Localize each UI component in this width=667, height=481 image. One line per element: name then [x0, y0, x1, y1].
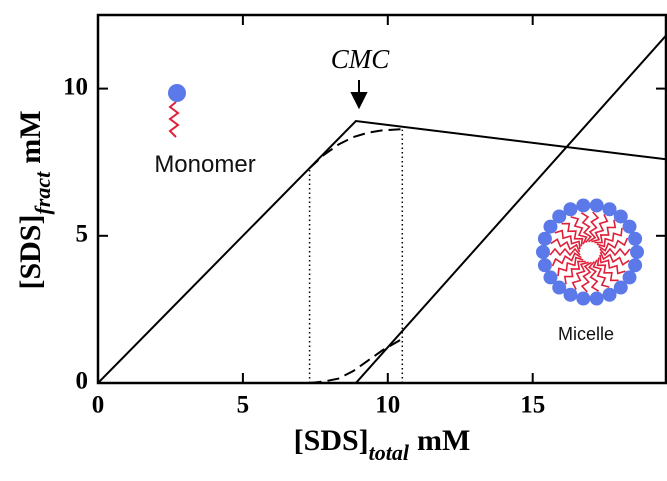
x-tick-label: 15 — [520, 392, 545, 419]
micelle-tail — [599, 247, 631, 257]
micelle-head — [552, 209, 567, 224]
micelle-tail — [570, 216, 588, 245]
micelle-head — [543, 270, 558, 285]
micelle-tail — [561, 222, 584, 247]
label-main: [SDS] — [294, 424, 369, 457]
micelle-tail — [550, 238, 581, 253]
x-axis-label: [SDS]total mM — [294, 424, 471, 465]
micelle-head — [536, 245, 550, 259]
label-unit: mM — [417, 424, 470, 457]
micelle-tail — [596, 257, 619, 282]
micelle-icon — [536, 198, 644, 306]
x-tick-label: 0 — [92, 392, 105, 419]
micelle-head — [630, 245, 644, 259]
y-tick-label: 5 — [76, 221, 89, 248]
annotation: CMC — [331, 44, 391, 74]
micelle-tail — [588, 211, 600, 243]
micelle-tail — [551, 252, 582, 267]
micelle-tail — [554, 229, 581, 250]
micelle-tail — [599, 251, 630, 266]
y-tick-label: 10 — [63, 73, 88, 100]
micelle-head — [552, 280, 567, 295]
x-tick-label: 10 — [375, 392, 400, 419]
line — [309, 337, 403, 384]
micelle-tail — [557, 256, 584, 277]
micelle-head — [589, 198, 604, 213]
micelle-head — [602, 287, 617, 302]
micelle-head — [628, 231, 643, 246]
micelle-tail — [571, 261, 589, 290]
micelle-head — [563, 287, 578, 302]
cmc-arrow — [350, 80, 368, 110]
monomer-head — [168, 84, 186, 102]
micelle-head — [537, 231, 552, 246]
x-tick-label: 5 — [237, 392, 250, 419]
micelle-head — [563, 202, 578, 217]
monomer-tail — [168, 101, 180, 138]
line — [97, 119, 667, 384]
plot-frame — [96, 13, 667, 385]
label-sub: total — [369, 440, 410, 465]
micelle-head — [613, 209, 628, 224]
micelle-tail — [587, 260, 600, 292]
micelle-head — [622, 219, 637, 234]
micelle-tail — [563, 260, 586, 285]
micelle-tail — [598, 237, 629, 252]
micelle-head — [613, 280, 628, 295]
line — [308, 128, 403, 169]
annotation: Monomer — [154, 151, 255, 178]
micelle-head — [589, 291, 604, 306]
micelle-tail — [594, 219, 617, 244]
illustrations — [168, 84, 644, 306]
micelle-head — [602, 202, 617, 217]
micelle-head — [537, 258, 552, 273]
label-main: [SDS] — [14, 215, 47, 290]
annotation: Micelle — [558, 324, 614, 344]
micelle-tail — [580, 261, 592, 293]
micelle-tail — [580, 212, 593, 244]
line — [355, 34, 667, 384]
micelle-tail — [592, 259, 610, 288]
micelle-tail — [591, 214, 609, 243]
micelle-tail — [596, 227, 623, 248]
micelle-head — [543, 219, 558, 234]
micelle-tail — [549, 247, 581, 257]
y-tick-label: 0 — [76, 368, 89, 395]
micelle-head — [576, 291, 591, 306]
micelle-head — [628, 258, 643, 273]
micelle-head — [576, 198, 591, 213]
y-axis-label: [SDS]fract mM — [14, 110, 55, 289]
label-unit: mM — [14, 110, 47, 163]
label-sub: fract — [30, 171, 55, 215]
micelle-head — [622, 270, 637, 285]
micelle-tail — [599, 254, 626, 275]
